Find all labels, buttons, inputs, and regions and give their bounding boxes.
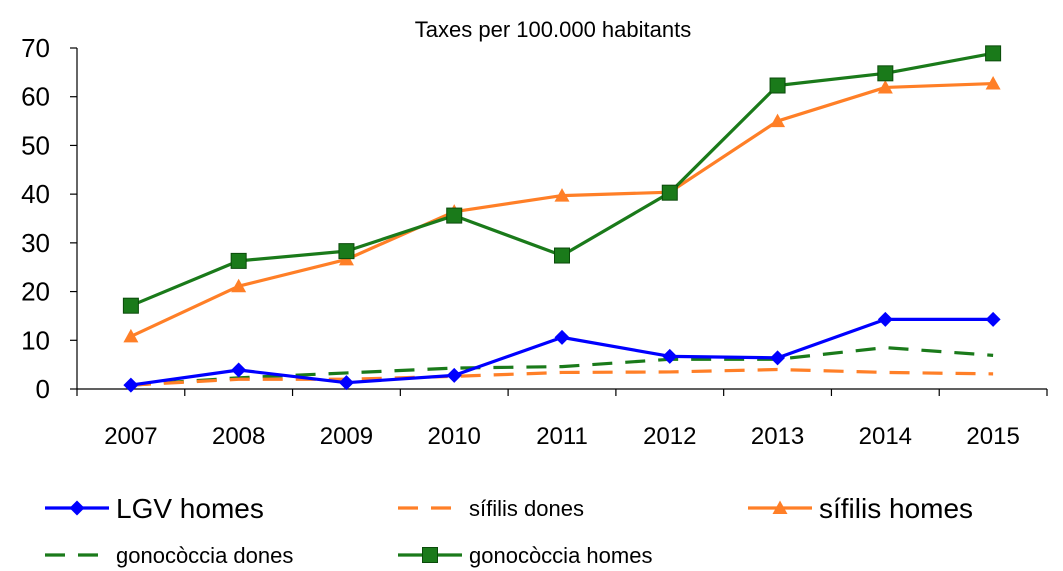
legend-marker	[422, 547, 438, 563]
legend-label: gonocòccia homes	[469, 543, 652, 568]
legend-item-1: sífilis dones	[398, 496, 584, 521]
data-point	[770, 113, 786, 128]
x-tick-label: 2012	[643, 423, 696, 450]
legend-label: gonocòccia dones	[116, 543, 293, 568]
series-line	[130, 367, 994, 387]
x-tick-label: 2011	[536, 423, 588, 450]
x-tick-label: 2010	[428, 423, 481, 450]
legend-item-4: gonocòccia homes	[398, 543, 652, 568]
data-point	[661, 184, 678, 201]
data-point	[123, 328, 139, 343]
y-tick-label: 50	[21, 130, 50, 160]
x-tick-label: 2009	[320, 423, 373, 450]
data-point	[231, 362, 247, 378]
x-tick-label: 2015	[966, 423, 1019, 450]
chart-title: Taxes per 100.000 habitants	[415, 17, 691, 42]
data-point	[877, 65, 894, 82]
data-point	[662, 348, 678, 364]
data-point	[338, 375, 354, 391]
series-line	[130, 317, 994, 387]
data-point	[985, 76, 1001, 90]
data-point	[877, 79, 893, 94]
legend-item-2: sífilis homes	[748, 493, 973, 524]
legend-marker	[69, 500, 85, 516]
data-point	[231, 278, 247, 293]
data-point	[230, 252, 247, 269]
series-0	[123, 311, 1001, 393]
x-tick-label: 2013	[751, 423, 804, 450]
y-tick-label: 10	[21, 325, 50, 355]
axes: 0 10 20 30 40 50 60 70 2007 2008 2009 2010 2011 2012 2…	[21, 33, 1048, 450]
legend: LGV homes sífilis dones sífilis homes gonoc…	[45, 493, 973, 568]
x-tick-label: 2014	[859, 423, 912, 450]
series-4	[122, 45, 1002, 314]
data-point	[985, 311, 1001, 327]
data-point	[338, 243, 355, 260]
series-line	[130, 81, 994, 338]
y-tick-label: 20	[21, 277, 50, 307]
legend-label: sífilis dones	[469, 496, 584, 521]
legend-item-0: LGV homes	[45, 493, 264, 524]
data-point	[770, 350, 786, 366]
y-tick-label: 70	[21, 33, 50, 63]
series-layer	[122, 45, 1002, 393]
data-point	[769, 77, 786, 94]
series-3	[130, 345, 994, 387]
data-point	[446, 367, 462, 383]
data-point	[123, 377, 139, 393]
data-point	[554, 329, 570, 345]
data-point	[554, 188, 570, 202]
data-point	[877, 311, 893, 327]
data-point	[122, 297, 139, 314]
legend-item-3: gonocòccia dones	[45, 543, 293, 568]
series-line	[130, 51, 994, 308]
x-tick-label: 2007	[104, 423, 157, 450]
y-tick-label: 30	[21, 228, 50, 258]
y-tick-label: 40	[21, 179, 50, 209]
series-2	[123, 76, 1001, 343]
data-point	[985, 45, 1002, 62]
data-point	[446, 207, 463, 224]
y-tick-label: 60	[21, 82, 50, 112]
legend-label: sífilis homes	[819, 493, 973, 524]
series-line	[130, 345, 994, 387]
x-tick-label: 2008	[212, 423, 265, 450]
series-1	[130, 367, 994, 387]
data-point	[554, 247, 570, 264]
legend-label: LGV homes	[116, 493, 264, 524]
legend-marker	[772, 500, 788, 514]
y-tick-label: 0	[36, 374, 50, 404]
